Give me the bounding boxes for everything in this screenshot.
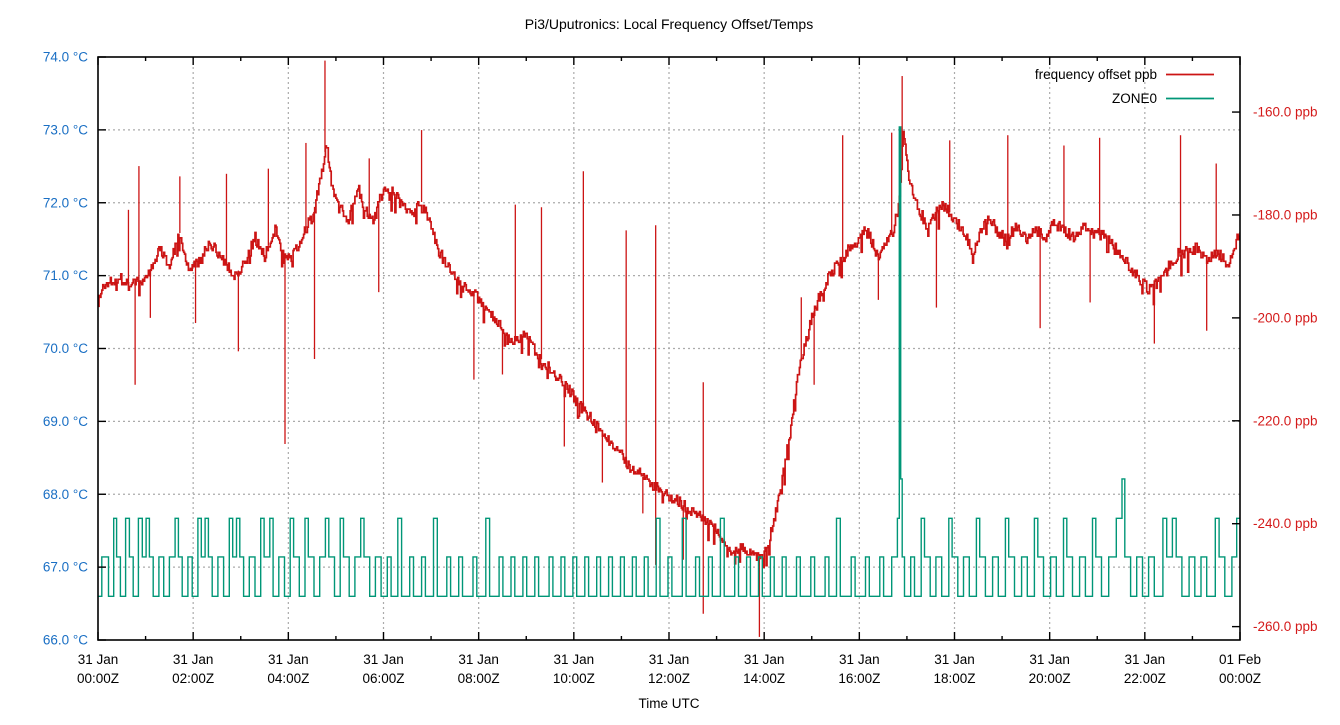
x-tick-label-date: 31 Jan — [363, 652, 404, 667]
x-tick-label-date: 31 Jan — [839, 652, 880, 667]
x-tick-label-date: 31 Jan — [1029, 652, 1070, 667]
x-tick-label-time: 06:00Z — [362, 671, 404, 686]
x-tick-label-time: 02:00Z — [172, 671, 214, 686]
right-tick-label: -180.0 ppb — [1253, 207, 1318, 222]
x-tick-label-time: 18:00Z — [933, 671, 975, 686]
x-tick-label-time: 08:00Z — [458, 671, 500, 686]
right-tick-label: -240.0 ppb — [1253, 516, 1318, 531]
x-tick-label-date: 31 Jan — [744, 652, 785, 667]
axis-layer: 31 Jan 00:00Z 31 Jan 02:00Z 31 Jan 04:00Z 31 J… — [43, 50, 1318, 687]
x-tick-label-time: 12:00Z — [648, 671, 690, 686]
x-tick-label-date: 31 Jan — [1125, 652, 1166, 667]
left-tick-label: 67.0 °C — [43, 560, 88, 575]
series-frequency-offset — [98, 130, 1240, 569]
x-tick-label-time: 10:00Z — [553, 671, 595, 686]
x-tick-label-date: 31 Jan — [649, 652, 690, 667]
left-tick-label: 69.0 °C — [43, 414, 88, 429]
right-tick-label: -160.0 ppb — [1253, 105, 1318, 120]
left-tick-label: 74.0 °C — [43, 50, 88, 65]
x-tick-label-time: 16:00Z — [838, 671, 880, 686]
left-tick-label: 68.0 °C — [43, 487, 88, 502]
x-axis-title: Time UTC — [639, 696, 700, 711]
left-tick-label: 66.0 °C — [43, 633, 88, 648]
left-tick-label: 71.0 °C — [43, 268, 88, 283]
left-tick-label: 70.0 °C — [43, 341, 88, 356]
left-tick-label: 73.0 °C — [43, 122, 88, 137]
left-tick-label: 72.0 °C — [43, 195, 88, 210]
right-tick-label: -260.0 ppb — [1253, 619, 1318, 634]
chart-title: Pi3/Uputronics: Local Frequency Offset/T… — [525, 16, 813, 32]
legend-label-zone0: ZONE0 — [1112, 91, 1157, 106]
x-tick-label-time: 00:00Z — [77, 671, 119, 686]
x-tick-label-date: 31 Jan — [173, 652, 214, 667]
x-tick-label-date: 31 Jan — [554, 652, 595, 667]
x-tick-label-date: 31 Jan — [268, 652, 309, 667]
right-tick-label: -200.0 ppb — [1253, 310, 1318, 325]
x-tick-label-time: 20:00Z — [1029, 671, 1071, 686]
x-tick-label-time: 00:00Z — [1219, 671, 1261, 686]
legend-label-frequency-offset: frequency offset ppb — [1035, 67, 1157, 82]
x-tick-label-date: 01 Feb — [1219, 652, 1261, 667]
grid-layer — [98, 57, 1240, 640]
x-tick-label-date: 31 Jan — [458, 652, 499, 667]
plot-border — [97, 56, 1241, 641]
legend: frequency offset ppb ZONE0 — [1035, 67, 1214, 106]
x-tick-label-time: 22:00Z — [1124, 671, 1166, 686]
x-tick-label-time: 14:00Z — [743, 671, 785, 686]
x-tick-label-date: 31 Jan — [78, 652, 119, 667]
x-tick-label-date: 31 Jan — [934, 652, 975, 667]
x-tick-label-time: 04:00Z — [267, 671, 309, 686]
series-zone0 — [98, 126, 1240, 597]
right-tick-label: -220.0 ppb — [1253, 413, 1318, 428]
series-layer — [98, 60, 1240, 637]
